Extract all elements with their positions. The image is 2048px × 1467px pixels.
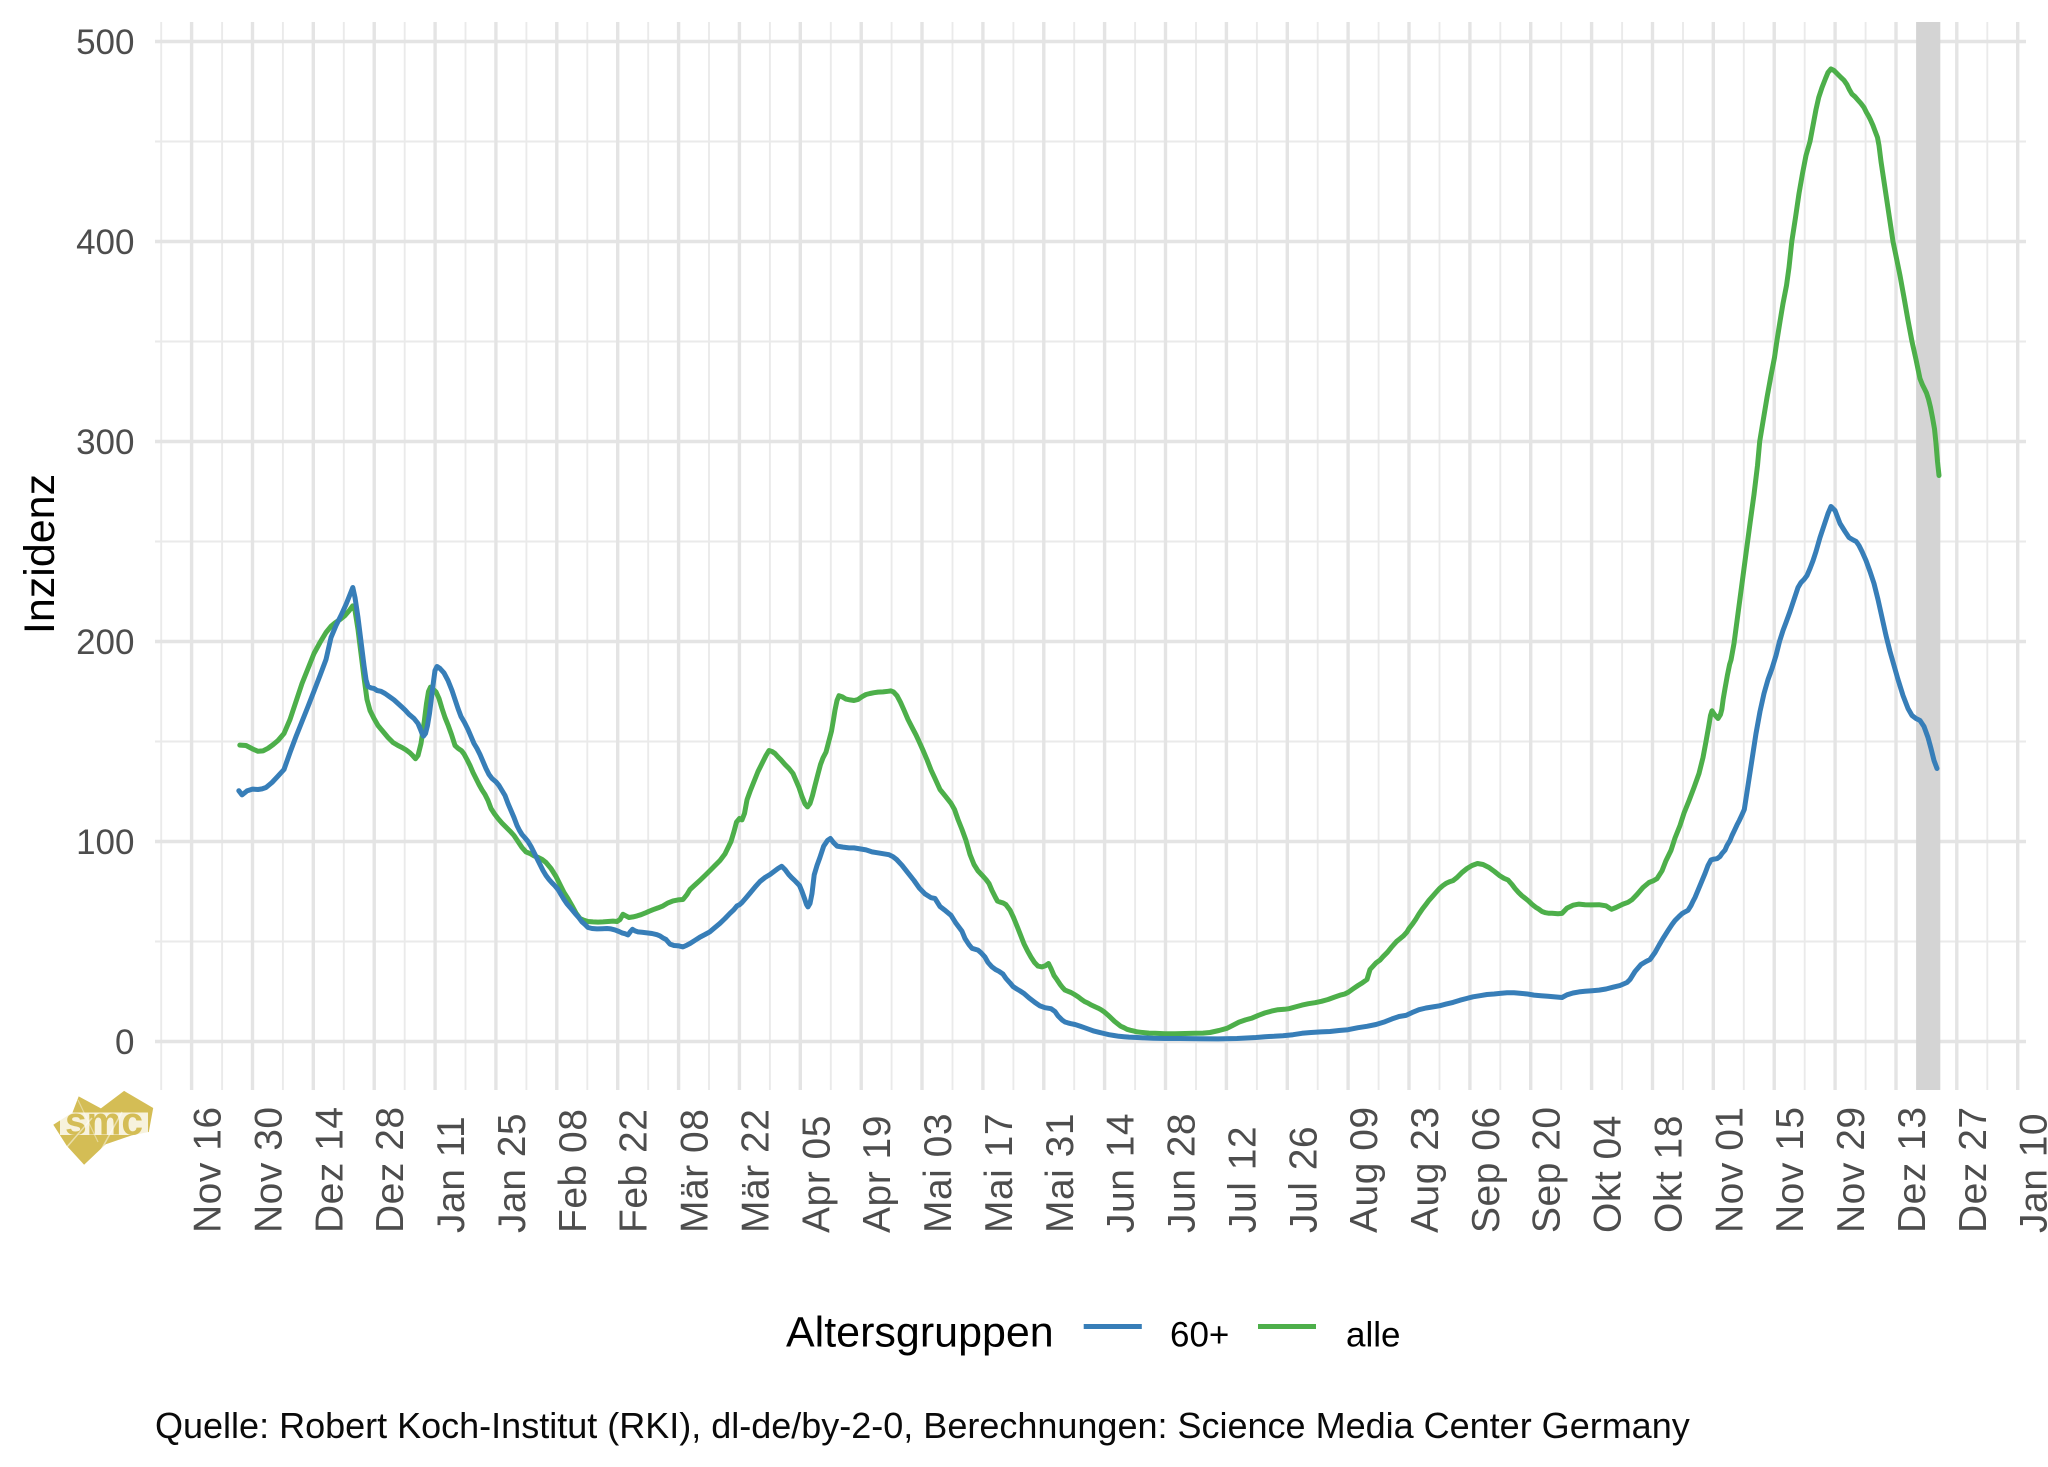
svg-text:Jun 14: Jun 14 xyxy=(1100,1113,1143,1233)
svg-text:Aug 23: Aug 23 xyxy=(1404,1106,1447,1233)
svg-text:Jul 26: Jul 26 xyxy=(1282,1126,1325,1233)
svg-text:Quelle: Robert Koch-Institut (: Quelle: Robert Koch-Institut (RKI), dl-d… xyxy=(155,1405,1690,1446)
svg-text:Jan 25: Jan 25 xyxy=(491,1113,534,1233)
svg-text:Inzidenz: Inzidenz xyxy=(16,474,64,634)
svg-text:Nov 01: Nov 01 xyxy=(1708,1106,1751,1233)
svg-text:Altersgruppen: Altersgruppen xyxy=(786,1309,1054,1357)
svg-text:200: 200 xyxy=(76,623,134,662)
svg-text:Feb 08: Feb 08 xyxy=(552,1109,595,1233)
svg-text:Sep 06: Sep 06 xyxy=(1465,1106,1508,1233)
svg-text:Nov 16: Nov 16 xyxy=(187,1106,230,1233)
svg-text:Feb 22: Feb 22 xyxy=(613,1109,656,1233)
svg-text:Dez 27: Dez 27 xyxy=(1952,1106,1995,1233)
svg-text:60+: 60+ xyxy=(1170,1316,1229,1355)
svg-text:smc: smc xyxy=(65,1101,143,1144)
svg-text:Apr 19: Apr 19 xyxy=(856,1115,899,1233)
svg-text:Sep 20: Sep 20 xyxy=(1526,1106,1569,1233)
svg-text:100: 100 xyxy=(76,823,134,862)
svg-text:Jul 12: Jul 12 xyxy=(1221,1126,1264,1233)
svg-text:Dez 13: Dez 13 xyxy=(1891,1106,1934,1233)
svg-text:Nov 29: Nov 29 xyxy=(1830,1106,1873,1233)
svg-text:0: 0 xyxy=(115,1023,134,1062)
svg-text:Okt 18: Okt 18 xyxy=(1648,1115,1691,1233)
svg-text:Dez 14: Dez 14 xyxy=(308,1106,351,1233)
svg-text:300: 300 xyxy=(76,423,134,462)
svg-text:Apr 05: Apr 05 xyxy=(795,1115,838,1233)
svg-text:Jan 10: Jan 10 xyxy=(2013,1113,2048,1233)
svg-text:Dez 28: Dez 28 xyxy=(369,1106,412,1233)
svg-text:Jun 28: Jun 28 xyxy=(1161,1113,1204,1233)
svg-text:Jan 11: Jan 11 xyxy=(430,1116,473,1233)
svg-text:Mai 03: Mai 03 xyxy=(917,1113,960,1233)
svg-text:alle: alle xyxy=(1346,1316,1400,1355)
svg-text:Mär 22: Mär 22 xyxy=(734,1109,777,1233)
svg-text:Mai 31: Mai 31 xyxy=(1039,1113,1082,1233)
svg-text:400: 400 xyxy=(76,223,134,262)
svg-text:Nov 15: Nov 15 xyxy=(1769,1106,1812,1233)
svg-text:Okt 04: Okt 04 xyxy=(1587,1115,1630,1233)
svg-text:Mär 08: Mär 08 xyxy=(674,1109,717,1233)
svg-text:Mai 17: Mai 17 xyxy=(978,1113,1021,1233)
svg-text:Nov 30: Nov 30 xyxy=(248,1106,291,1233)
svg-text:Aug 09: Aug 09 xyxy=(1343,1106,1386,1233)
svg-text:500: 500 xyxy=(76,23,134,62)
